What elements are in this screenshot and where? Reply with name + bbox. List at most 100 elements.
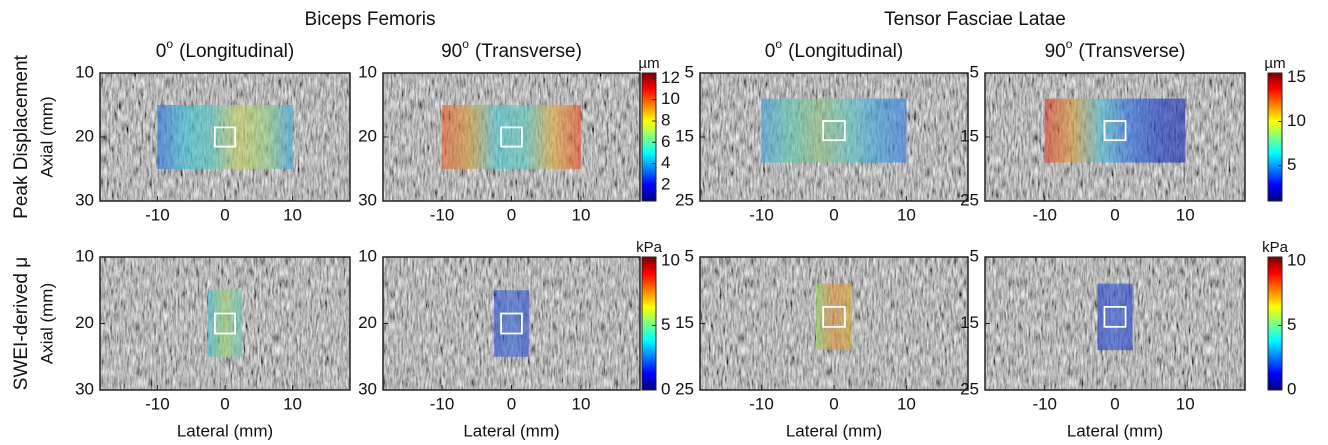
x-tick-label: 0 [507,394,516,413]
y-tick-label: 10 [75,246,94,265]
group-title: Tensor Fasciae Latae [884,9,1066,30]
figure: Biceps FemorisTensor Fasciae Latae0o(Lon… [0,0,1328,445]
x-tick-label: 10 [897,394,916,413]
x-tick-label: 0 [829,205,838,224]
x-axis-label: Lateral (mm) [463,421,559,440]
colorbar [1268,73,1282,201]
roi-overlay [816,284,852,351]
degree: o [775,37,782,51]
x-tick-label: 10 [571,205,590,224]
y-tick-label: 15 [960,126,979,145]
y-tick-label: 10 [75,62,94,81]
y-tick-label: 30 [358,379,377,398]
y-tick-label: 20 [75,313,94,332]
roi-overlay [208,290,242,357]
colorbar-tick-label: 10 [1287,111,1306,130]
angle: 0 [156,41,167,62]
roi-overlay [157,105,292,169]
colorbar-tick-label: 12 [661,68,680,87]
y-tick-label: 20 [358,126,377,145]
roi-overlay [762,99,907,163]
y-tick-label: 15 [960,313,979,332]
angle: 90 [1045,41,1066,62]
x-tick-label: 10 [571,394,590,413]
colorbar-tick-label: 0 [1287,379,1296,398]
x-axis-label: Lateral (mm) [177,421,273,440]
x-tick-label: 10 [897,205,916,224]
x-axis-label: Lateral (mm) [1067,421,1163,440]
x-tick-label: 0 [1110,205,1119,224]
row-label: SWEI-derived μ [11,257,32,390]
x-tick-label: -10 [749,205,774,224]
y-axis-label: Axial (mm) [37,283,56,364]
colorbar-tick-label: 10 [661,250,680,269]
colorbar-tick-label: 15 [1287,67,1306,86]
degree: o [462,37,469,51]
roi-overlay [1097,284,1132,351]
x-tick-label: -10 [1032,205,1057,224]
y-tick-label: 30 [358,190,377,209]
y-axis-label: Axial (mm) [37,96,56,177]
x-tick-label: -10 [1032,394,1057,413]
colorbar-unit: µm [638,55,659,72]
view: (Transverse) [475,41,582,62]
y-tick-label: 15 [675,126,694,145]
y-tick-label: 15 [675,313,694,332]
x-tick-label: 0 [507,205,516,224]
y-tick-label: 25 [960,379,979,398]
x-tick-label: 10 [283,394,302,413]
colorbar-tick-label: 6 [661,132,670,151]
colorbar-tick-label: 2 [661,174,670,193]
x-tick-label: 10 [283,205,302,224]
colorbar-tick-label: 5 [1287,315,1296,334]
y-tick-label: 5 [970,246,979,265]
y-tick-label: 5 [685,246,694,265]
y-tick-label: 30 [75,379,94,398]
column-title: 90o (Transverse) [1045,37,1186,62]
colorbar-unit: µm [1264,55,1285,72]
colorbar-unit: kPa [1262,239,1289,256]
x-tick-label: -10 [430,394,455,413]
y-tick-label: 5 [685,62,694,81]
colorbar [642,257,656,390]
y-tick-label: 20 [75,126,94,145]
roi-overlay [1045,99,1186,163]
y-tick-label: 25 [960,190,979,209]
x-tick-label: 10 [1176,394,1195,413]
colorbar-tick-label: 0 [661,379,670,398]
roi-overlay [494,290,529,357]
view: (Longitudinal) [788,41,903,62]
x-tick-label: 0 [1110,394,1119,413]
y-tick-label: 25 [675,190,694,209]
y-tick-label: 20 [358,313,377,332]
y-tick-label: 25 [675,379,694,398]
column-title: 90o (Transverse) [441,37,582,62]
x-tick-label: 0 [220,205,229,224]
colorbar [1268,257,1282,390]
colorbar-unit: kPa [636,239,663,256]
colorbar-tick-label: 5 [1287,155,1296,174]
colorbar-tick-label: 5 [661,315,670,334]
colorbar [642,73,656,201]
group-title: Biceps Femoris [305,9,436,30]
degree: o [166,37,173,51]
angle: 90 [441,41,462,62]
x-tick-label: 10 [1176,205,1195,224]
x-tick-label: -10 [749,394,774,413]
x-tick-label: -10 [145,394,170,413]
colorbar-tick-label: 10 [661,89,680,108]
column-title: 0o (Longitudinal) [765,37,903,62]
view: (Longitudinal) [179,41,294,62]
y-tick-label: 30 [75,190,94,209]
angle: 0 [765,41,776,62]
colorbar-tick-label: 8 [661,110,670,129]
degree: o [1066,37,1073,51]
x-tick-label: 0 [829,394,838,413]
x-tick-label: -10 [145,205,170,224]
x-axis-label: Lateral (mm) [786,421,882,440]
roi-overlay [442,105,581,169]
x-tick-label: -10 [430,205,455,224]
colorbar-tick-label: 4 [661,153,670,172]
y-tick-label: 10 [358,246,377,265]
view: (Transverse) [1078,41,1185,62]
